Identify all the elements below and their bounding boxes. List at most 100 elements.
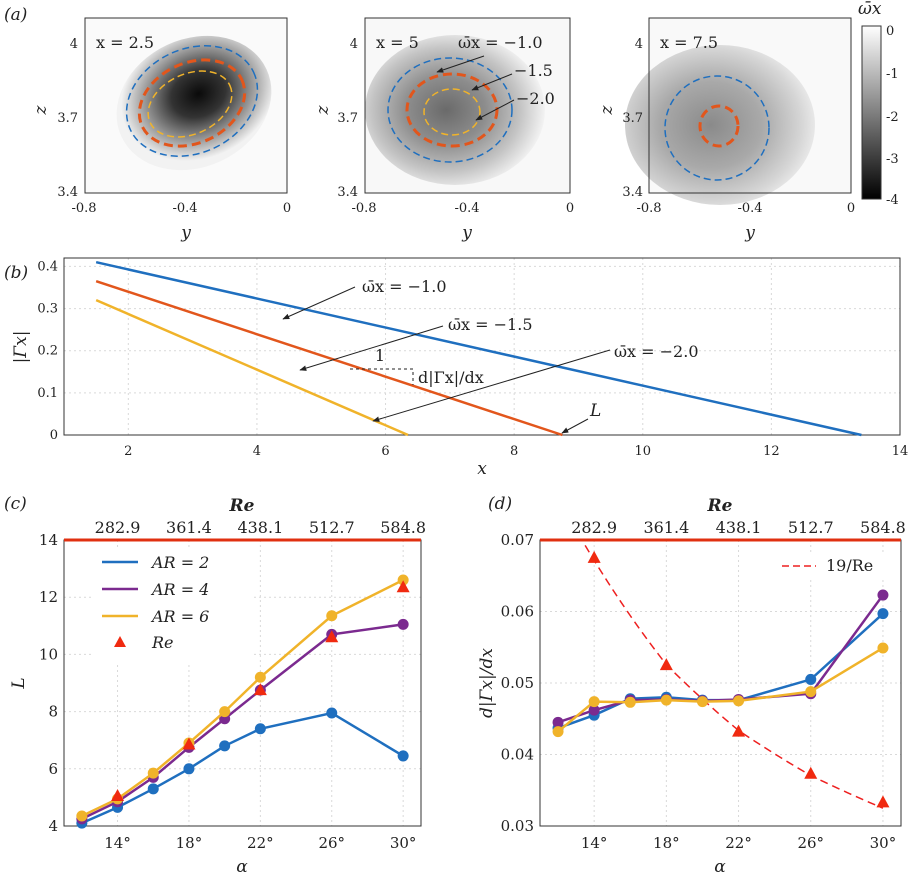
heatmap-subplot-3: x = 7.5 -0.8 -0.4 0 3.4 3.7 4 y z xyxy=(597,17,855,243)
series-line xyxy=(81,578,404,818)
x-tick-label: -0.4 xyxy=(737,201,762,216)
top-tick-label: 512.7 xyxy=(309,518,355,537)
y-tick-label: 14 xyxy=(39,531,58,549)
y-axis-label: z xyxy=(31,104,51,115)
series-label-minus-1-5: ω̄x = −1.5 xyxy=(448,315,533,334)
data-point xyxy=(805,673,817,685)
data-point xyxy=(397,750,409,762)
series-line xyxy=(81,623,404,820)
heatmap-frame xyxy=(84,17,288,194)
y-tick-label: 3.4 xyxy=(622,185,643,200)
x-tick-label: -0.4 xyxy=(454,201,479,216)
x-tick-label: 8 xyxy=(510,444,518,459)
y-axis-label: |Γx| xyxy=(11,331,31,364)
data-point xyxy=(147,783,159,795)
x-tick-label: 30° xyxy=(870,834,897,852)
y-tick-label: 3.7 xyxy=(622,111,643,126)
data-point xyxy=(254,723,266,735)
annotation-arrow xyxy=(282,286,356,320)
colorbar: ω̄x 0 -1 -2 -3 -4 xyxy=(858,0,899,208)
heatmap-axes: -0.8 -0.4 0 3.4 3.7 4 y z xyxy=(597,37,855,243)
x-tick-label: 2 xyxy=(124,444,132,459)
x-tick-label: 0 xyxy=(283,201,291,216)
y-tick-label: 0.04 xyxy=(501,746,534,764)
re-marker-triangle xyxy=(396,580,410,593)
fit-curve xyxy=(584,544,884,809)
L-label: L xyxy=(589,401,601,421)
y-axis-label: d|Γx|/dx xyxy=(477,648,497,718)
heatmap-axes: -0.8 -0.4 0 3.4 3.7 4 y z xyxy=(31,37,291,243)
x-tick-label: 18° xyxy=(653,834,680,852)
x-tick-label: -0.8 xyxy=(636,201,661,216)
y-tick-label: 3.7 xyxy=(57,111,78,126)
data-point xyxy=(877,608,889,620)
colorbar-label: ω̄x xyxy=(858,0,882,19)
x-axis-label: α xyxy=(714,857,726,877)
data-point xyxy=(219,740,231,752)
y-tick-label: 8 xyxy=(48,703,58,721)
plot-frame xyxy=(63,257,901,436)
re-marker-triangle xyxy=(182,737,196,750)
top-tick-label: 438.1 xyxy=(237,518,283,537)
contour-minus-2-0 xyxy=(147,70,233,138)
x-axis-label: x xyxy=(477,459,487,479)
heatmap-station-label: x = 7.5 xyxy=(660,33,718,52)
colorbar-tick: -3 xyxy=(886,152,899,167)
heatmap-station-label: x = 5 xyxy=(376,33,419,52)
y-tick-label: 0 xyxy=(50,428,58,443)
re-marker-triangle xyxy=(325,630,339,643)
y-tick-label: 3.7 xyxy=(337,111,358,126)
legend-box xyxy=(774,552,892,578)
series-label-minus-2-0: ω̄x = −2.0 xyxy=(614,342,699,361)
re-marker-triangle xyxy=(659,658,673,671)
x-tick-label: 0 xyxy=(847,201,855,216)
top-tick-label: 584.8 xyxy=(380,518,426,537)
series-line xyxy=(95,298,409,437)
re-marker-triangle xyxy=(253,683,267,696)
re-marker-triangle xyxy=(804,766,818,779)
x-tick-label: 18° xyxy=(176,834,203,852)
colorbar-tick: -1 xyxy=(886,67,899,82)
panel-c-length: 14° 18° 22° 26° 30° 4 6 8 10 12 14 282.9 361.4 438.1 5… xyxy=(9,496,426,877)
colorbar-gradient xyxy=(861,25,882,200)
colorbar-tick: -2 xyxy=(886,110,899,125)
colorbar-tick: 0 xyxy=(886,24,894,39)
contour-minus-1-0 xyxy=(387,57,513,163)
top-tick-label: 512.7 xyxy=(788,518,834,537)
data-point xyxy=(326,610,338,622)
x-tick-label: -0.8 xyxy=(351,201,376,216)
legend-marker-triangle xyxy=(114,636,126,647)
y-tick-label: 10 xyxy=(39,645,58,663)
legend: 19/Re xyxy=(774,552,892,578)
L-arrow xyxy=(561,418,589,434)
panel-label-d: (d) xyxy=(488,494,512,514)
data-point xyxy=(660,694,672,706)
y-tick-label: 0.2 xyxy=(37,344,58,359)
x-tick-label: 22° xyxy=(725,834,752,852)
series-lines xyxy=(76,574,410,829)
x-axis-label: y xyxy=(180,223,191,243)
data-point xyxy=(254,671,266,683)
heatmap-station-label: x = 2.5 xyxy=(96,33,154,52)
x-axis-label: y xyxy=(744,223,755,243)
data-point xyxy=(733,695,745,707)
data-point xyxy=(877,642,889,654)
heatmap-frame xyxy=(364,17,571,194)
heatmap-subplot-2: x = 5 ω̄x = −1.0 −1.5 −2.0 -0.8 -0.4 0 3… xyxy=(313,17,574,243)
contour-arrow xyxy=(475,99,515,121)
panel-label-a: (a) xyxy=(4,5,27,25)
series-line xyxy=(95,279,563,437)
re-marker-triangle xyxy=(111,788,125,801)
top-tick-label: 282.9 xyxy=(95,518,141,537)
y-tick-label: 0.03 xyxy=(501,817,534,835)
top-tick-label: 361.4 xyxy=(166,518,212,537)
series-line xyxy=(557,612,884,730)
legend-label: Re xyxy=(151,633,174,652)
legend-label: AR = 2 xyxy=(150,553,209,572)
annotation-arrow xyxy=(299,325,444,371)
data-point xyxy=(552,726,564,738)
data-point xyxy=(588,696,600,708)
data-point xyxy=(397,618,409,630)
x-tick-label: -0.4 xyxy=(172,201,197,216)
y-axis-label: z xyxy=(313,104,333,115)
